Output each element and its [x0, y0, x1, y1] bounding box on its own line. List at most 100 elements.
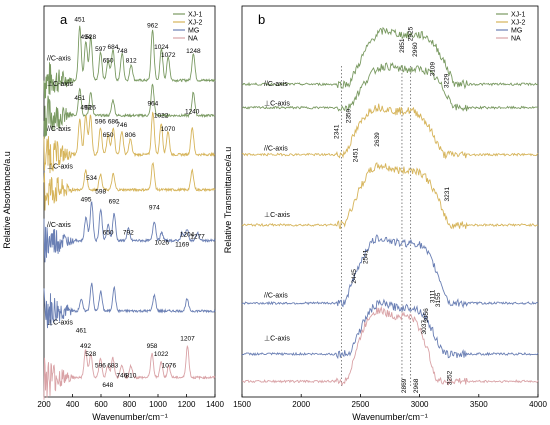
peak-annotation: 526 [85, 105, 96, 112]
legend-label: XJ-2 [188, 20, 203, 27]
legend-label: XJ-1 [511, 12, 526, 19]
orientation-label: //C-axis [47, 56, 71, 63]
peak-annotation: 2359 [346, 108, 353, 123]
series-line-xj-2 [43, 162, 216, 211]
panel-b-curves [241, 26, 539, 387]
peak-annotation: 650 [103, 230, 114, 237]
peak-annotation: 1204 [180, 232, 195, 239]
series-line-na [43, 345, 216, 400]
panel-b-orientation-labels: //C-axis ⊥C-axis //C-axis ⊥C-axis //C-axis ⊥C… [264, 81, 290, 342]
peak-annotation: 692 [109, 198, 120, 205]
peak-annotation: 3229 [444, 73, 451, 88]
x-tick-label: 3500 [470, 400, 488, 409]
peak-annotation: 3111 [430, 289, 437, 303]
orientation-label: ⊥C-axis [47, 81, 73, 88]
peak-annotation: 1207 [180, 335, 195, 342]
peak-annotation: 2968 [413, 378, 420, 393]
panel-b: b Wavenumber/cm⁻¹ Relative Transmittance… [223, 5, 547, 422]
peak-annotation: 534 [86, 175, 97, 182]
legend-label: XJ-2 [511, 20, 526, 27]
panel-a-curves [43, 25, 216, 400]
x-tick-label: 600 [94, 400, 108, 409]
peak-annotation: 2451 [353, 148, 360, 163]
peak-annotation: 2445 [351, 269, 358, 284]
peak-annotation: 686 [108, 118, 119, 125]
x-tick-label: 400 [66, 400, 80, 409]
peak-annotation: 597 [95, 46, 106, 53]
peak-annotation: 1024 [154, 44, 169, 51]
x-tick-label: 2000 [292, 400, 310, 409]
peak-annotation: 806 [125, 132, 136, 139]
series-line-mg [43, 282, 216, 329]
peak-annotation: 746 [116, 122, 127, 129]
peak-annotation: 451 [74, 17, 85, 24]
series-line-xj-2 [241, 103, 539, 160]
peak-annotation: 2541 [362, 249, 369, 264]
peak-annotation: 684 [108, 44, 119, 51]
peak-annotation: 2851 [399, 38, 406, 53]
panel-a: a Wavenumber/cm⁻¹ Relative Absorbance/a.… [2, 5, 224, 422]
peak-annotation: 962 [147, 23, 158, 30]
orientation-label: //C-axis [264, 146, 288, 153]
x-tick-label: 1000 [149, 400, 167, 409]
orientation-label: //C-axis [264, 292, 288, 299]
peak-annotation: 2960 [412, 42, 419, 57]
peak-annotation: 2925 [408, 26, 415, 41]
peak-annotation: 1277 [190, 234, 205, 241]
peak-annotation: 596 [95, 363, 106, 370]
orientation-label: ⊥C-axis [264, 212, 290, 219]
peak-annotation: 528 [85, 351, 96, 358]
x-tick-label: 800 [123, 400, 137, 409]
peak-annotation: 3252 [446, 370, 453, 385]
peak-annotation: 683 [107, 363, 118, 370]
peak-annotation: 1026 [154, 240, 169, 247]
peak-annotation: 2869 [401, 378, 408, 393]
peak-annotation: 495 [81, 197, 92, 204]
x-tick-label: 3000 [411, 400, 429, 409]
x-tick-label: 1500 [233, 400, 251, 409]
panel-b-xlabel: Wavenumber/cm⁻¹ [352, 412, 427, 422]
peak-annotation: 810 [125, 372, 136, 379]
peak-annotation: 1070 [161, 126, 176, 133]
peak-annotation: 2341 [334, 124, 341, 139]
series-line-mg [241, 298, 539, 360]
peak-annotation: 1022 [154, 351, 169, 358]
panel-a-xticks: 200 400 600 800 1000 1200 1400 [37, 394, 224, 409]
panel-a-letter: a [60, 12, 68, 27]
peak-annotation: 974 [149, 204, 160, 211]
panel-b-dotted-lines [341, 66, 412, 387]
peak-annotation: 1169 [175, 241, 189, 248]
peak-annotation: 3056 [423, 308, 430, 323]
legend-label: XJ-1 [188, 12, 203, 19]
series-line-xj-1 [241, 61, 539, 112]
legend-label: NA [188, 36, 198, 43]
peak-annotation: 492 [80, 343, 91, 350]
panel-a-xlabel: Wavenumber/cm⁻¹ [92, 412, 167, 422]
panel-b-letter: b [258, 12, 265, 27]
series-line-xj-1 [43, 25, 216, 99]
orientation-label: //C-axis [47, 222, 71, 229]
peak-annotation: 528 [85, 34, 96, 41]
series-line-na [241, 305, 539, 387]
orientation-label: //C-axis [264, 81, 288, 88]
peak-annotation: 1248 [186, 48, 201, 55]
peak-annotation: 1072 [161, 52, 176, 59]
orientation-label: ⊥C-axis [264, 101, 290, 108]
peak-annotation: 3109 [430, 62, 437, 77]
panel-b-xticks: 1500 2000 2500 3000 3500 4000 [233, 394, 547, 409]
x-tick-label: 1400 [206, 400, 224, 409]
peak-annotation: 598 [95, 189, 106, 196]
panel-a-ylabel: Relative Absorbance/a.u [2, 151, 12, 249]
x-tick-label: 1200 [178, 400, 196, 409]
peak-annotation: 748 [117, 48, 128, 55]
series-line-xj-1 [241, 26, 538, 90]
peak-annotation: 650 [103, 58, 114, 65]
series-line-xj-1 [43, 83, 216, 139]
peak-annotation: 1076 [162, 363, 177, 370]
x-tick-label: 2500 [352, 400, 370, 409]
peak-annotation: 812 [126, 58, 137, 65]
peak-annotation: 3155 [435, 292, 442, 307]
peak-annotation: 1022 [154, 112, 169, 119]
